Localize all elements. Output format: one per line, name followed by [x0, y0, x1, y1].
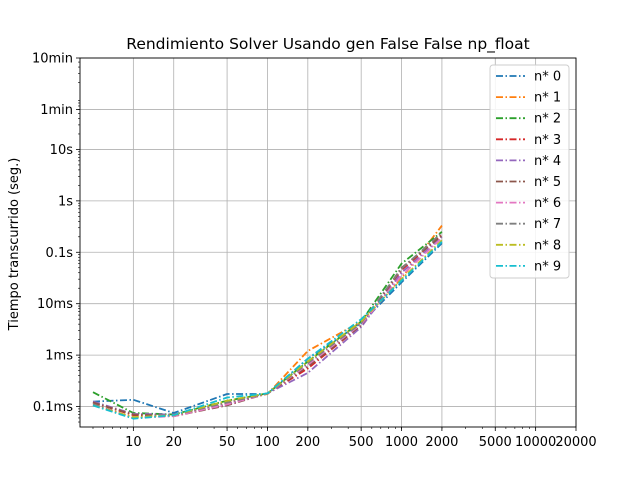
- legend-label: n* 4: [534, 154, 561, 169]
- x-tick-label: 50: [219, 435, 236, 450]
- y-tick-label: 1ms: [45, 349, 73, 364]
- x-tick-label: 20: [165, 435, 182, 450]
- y-axis-label: Tiempo transcurrido (seg.): [7, 158, 22, 332]
- x-tick-label: 500: [349, 435, 374, 450]
- legend-label: n* 5: [534, 175, 561, 190]
- legend-label: n* 0: [534, 70, 561, 85]
- y-tick-label: 1min: [40, 103, 73, 118]
- legend-label: n* 3: [534, 133, 561, 148]
- y-tick-label: 0.1ms: [33, 400, 73, 415]
- y-tick-label: 1s: [58, 194, 73, 209]
- legend-label: n* 9: [534, 259, 561, 274]
- legend-label: n* 7: [534, 217, 561, 232]
- y-tick-label: 10min: [32, 52, 73, 67]
- chart-title: Rendimiento Solver Usando gen False Fals…: [126, 35, 530, 54]
- x-tick-label: 1000: [385, 435, 418, 450]
- legend-label: n* 6: [534, 196, 561, 211]
- legend-label: n* 1: [534, 91, 561, 106]
- x-tick-label: 2000: [425, 435, 458, 450]
- x-tick-label: 10000: [515, 435, 556, 450]
- legend-label: n* 2: [534, 112, 561, 127]
- legend: n* 0 n* 1 n* 2 n* 3 n* 4 n* 5 n* 6 n* 7 n* 8 n* 9: [489, 64, 570, 279]
- y-tick-label: 0.1s: [46, 246, 74, 261]
- series-line-9: [92, 241, 443, 420]
- y-tick-label: 10s: [50, 143, 74, 158]
- x-axis-ticks: 10 20 50 100 200 500 1000 2000 5000 10000 20000: [92, 427, 597, 450]
- legend-label: n* 8: [534, 238, 561, 253]
- x-tick-label: 20000: [555, 435, 596, 450]
- x-tick-label: 5000: [479, 435, 512, 450]
- x-tick-label: 200: [295, 435, 320, 450]
- y-tick-label: 10ms: [37, 297, 73, 312]
- plot-area-frame: [79, 57, 577, 428]
- y-axis-ticks: 0.1ms 1ms 10ms 0.1s 1s 10s 1min 10min: [32, 52, 80, 423]
- x-tick-label: 100: [255, 435, 280, 450]
- series-lines: [92, 225, 443, 420]
- x-tick-label: 10: [125, 435, 142, 450]
